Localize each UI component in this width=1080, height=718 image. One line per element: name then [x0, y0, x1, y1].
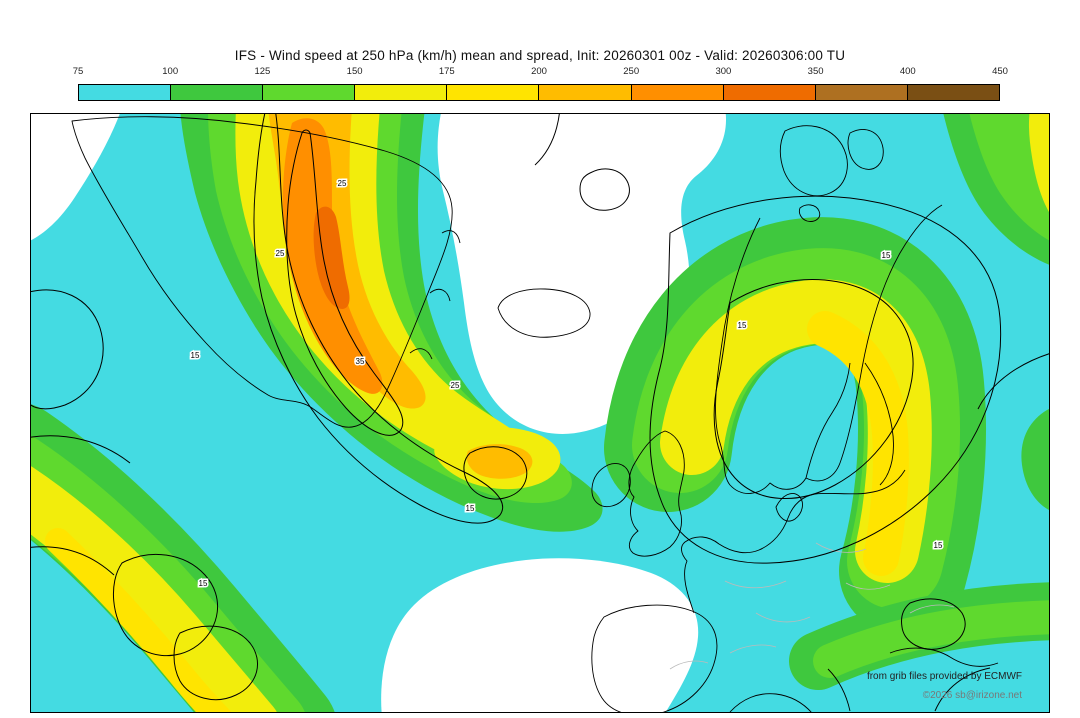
colorbar-segments: [78, 84, 1000, 101]
contour-label: 15: [934, 541, 943, 550]
spread-contour: [30, 546, 115, 576]
europe-coastline: [681, 469, 906, 614]
ireland-coastline: [591, 463, 631, 508]
colorbar-tick-label: 125: [254, 66, 271, 77]
contour-label: 25: [276, 249, 285, 258]
colorbar-tick-label: 400: [899, 66, 916, 77]
contour-label: 25: [338, 179, 347, 188]
contour-label: 35: [356, 357, 365, 366]
bottomleft-yellow-band: [30, 465, 278, 713]
attribution-source: from grib files provided by ECMWF: [867, 671, 1022, 682]
contour-labels-layer: 25 25 35 25 15 15 15 15 15 15: [189, 178, 944, 590]
spread-contour: [534, 113, 560, 166]
contour-label: 15: [882, 251, 891, 260]
rightedge-green-patch: [1021, 408, 1050, 511]
mediterranean-coastline: [729, 647, 999, 713]
bottomright-lightgreen-band: [813, 600, 1050, 678]
colorbar-tick-label: 175: [438, 66, 455, 77]
country-border: [724, 580, 787, 589]
map-border: [30, 113, 1050, 713]
colorbar-segment: [171, 85, 264, 100]
spread-contour: [934, 667, 991, 712]
country-border: [729, 644, 777, 654]
greenland-fjord-detail: [409, 230, 461, 360]
denmark-coastline: [775, 493, 803, 522]
wind-map-svg: 25 25 35 25 15 15 15 15 15 15 from grib …: [30, 113, 1050, 713]
iceland-coastline: [497, 288, 591, 338]
colorbar-tick-label: 300: [715, 66, 732, 77]
country-border: [845, 582, 891, 590]
colorbar-tick-label: 250: [623, 66, 640, 77]
colorbar-tick-label: 200: [531, 66, 547, 77]
coastlines-layer: [71, 116, 999, 713]
colorbar-segment: [447, 85, 540, 100]
bottomleft-yellow-core: [45, 528, 233, 713]
colorbar-tick-label: 450: [992, 66, 1008, 77]
svalbard-coastline: [779, 125, 884, 222]
country-border: [669, 660, 709, 670]
uk-coastline: [628, 430, 685, 557]
contour-label: 15: [191, 351, 200, 360]
spread-contour: [253, 113, 503, 524]
spread-contour: [977, 352, 1050, 410]
spread-contour: [463, 446, 528, 500]
contour-label: 15: [199, 579, 208, 588]
colorbar-segment: [907, 85, 999, 100]
iberia-coastline: [591, 604, 718, 713]
jet-deep-orange-core: [313, 206, 350, 309]
spread-contour: [112, 553, 219, 657]
colorbar-ticks: 75 100 125 150 175 200 250 300 350 400 450: [73, 66, 1008, 80]
chart-title: IFS - Wind speed at 250 hPa (km/h) mean …: [234, 48, 846, 63]
colorbar-tick-label: 350: [807, 66, 824, 77]
colorbar-segment: [631, 85, 724, 100]
colorbar-segment: [539, 85, 632, 100]
country-border: [909, 604, 955, 614]
jet-se-gold-spot: [466, 444, 533, 479]
topright-lightgreen-patch: [969, 113, 1050, 241]
colorbar-segment: [79, 85, 172, 100]
country-border: [815, 542, 867, 553]
scandinavia-coastline: [715, 204, 943, 494]
greenland-coastline: [71, 116, 453, 428]
attribution-copyright: ©2026 sb@irizone.net: [923, 690, 1022, 701]
colorbar-tick-label: 75: [72, 66, 84, 77]
colorbar-tick-label: 150: [346, 66, 363, 77]
spread-contour: [173, 625, 258, 701]
contour-label: 25: [451, 381, 460, 390]
wind-speed-fill-layer: [30, 113, 1050, 713]
colorbar-segment: [815, 85, 908, 100]
scandinavia-yellow-core: [807, 311, 909, 576]
contour-label: 15: [738, 321, 747, 330]
contour-label: 15: [466, 504, 475, 513]
spread-contour: [901, 598, 966, 650]
spread-contours-layer: [30, 113, 1050, 712]
finland-coastline: [864, 362, 894, 486]
spread-contour: [30, 289, 104, 410]
spread-contour: [286, 129, 404, 436]
colorbar-tick-label: 100: [162, 66, 179, 77]
spread-contour: [649, 195, 1002, 564]
baltic-coastline: [805, 362, 851, 479]
country-border: [755, 612, 811, 623]
spread-contour: [30, 435, 131, 464]
white-region-bottomcenter: [381, 558, 699, 713]
spread-contour: [713, 279, 914, 500]
map-area: 25 25 35 25 15 15 15 15 15 15 from grib …: [30, 113, 1050, 713]
country-borders-layer: [669, 542, 955, 670]
spread-contour: [579, 168, 630, 211]
white-region-topleft: [30, 113, 121, 241]
topright-yellow-sliver: [1028, 113, 1050, 214]
colorbar-segment: [355, 85, 448, 100]
colorbar-segment: [723, 85, 816, 100]
colorbar-segment: [263, 85, 356, 100]
